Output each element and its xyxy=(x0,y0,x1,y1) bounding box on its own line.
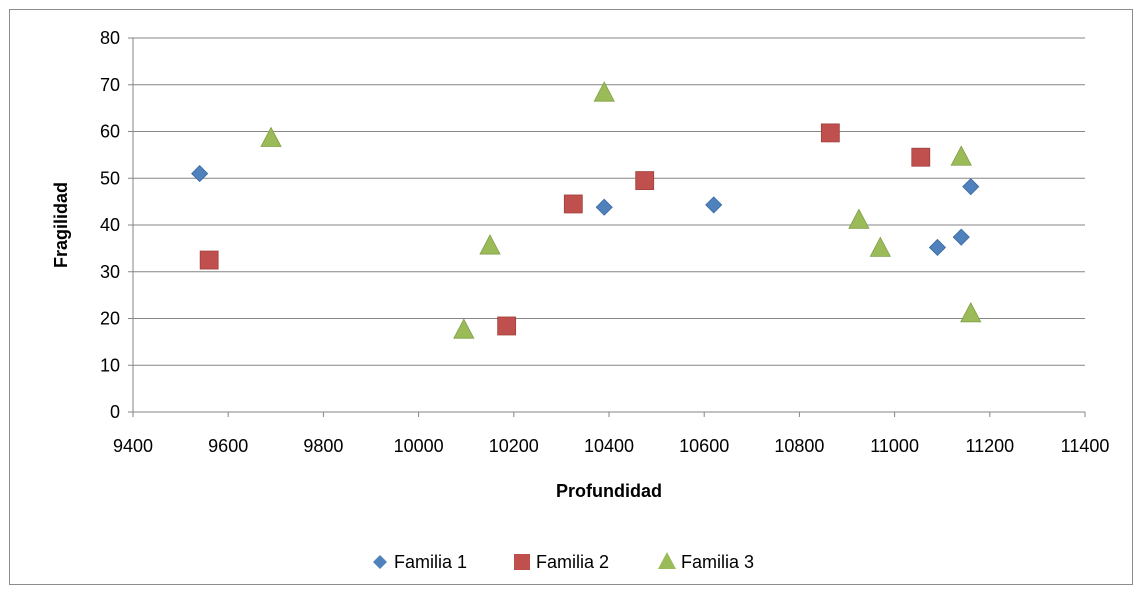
data-point xyxy=(911,147,931,167)
scatter-chart: 0 10 20 30 40 50 60 70 80 9400 9600 9800 10000 10200… xyxy=(51,28,1109,572)
y-tick-label: 70 xyxy=(100,75,120,95)
y-tick-label: 30 xyxy=(100,262,120,282)
legend-marker xyxy=(514,554,530,570)
data-point xyxy=(563,194,583,214)
y-tick-label: 80 xyxy=(100,28,120,48)
data-point xyxy=(635,171,655,190)
legend-item: Familia 1 xyxy=(373,552,467,572)
x-tick-labels: 9400 9600 9800 10000 10200 10400 10600 10800 110… xyxy=(113,436,1109,456)
data-point xyxy=(199,250,219,270)
data-point xyxy=(479,234,501,255)
legend: Familia 1 Familia 2 Familia 3 xyxy=(373,552,754,572)
data-point xyxy=(952,228,970,246)
legend-marker xyxy=(658,552,676,569)
x-tick-label: 9600 xyxy=(208,436,248,456)
series-1 xyxy=(191,165,980,257)
y-tick-label: 0 xyxy=(110,402,120,422)
data-point xyxy=(705,196,723,214)
x-tick-label: 10800 xyxy=(774,436,824,456)
series-2 xyxy=(199,123,931,336)
data-point xyxy=(962,178,980,196)
x-tick-label: 11000 xyxy=(870,436,919,456)
chart-frame: 0 10 20 30 40 50 60 70 80 9400 9600 9800 10000 10200… xyxy=(9,9,1133,585)
x-tick-label: 11400 xyxy=(1061,436,1110,456)
data-point xyxy=(260,126,282,147)
x-tick-label: 9800 xyxy=(303,436,343,456)
y-tick-labels: 0 10 20 30 40 50 60 70 80 xyxy=(100,28,120,422)
data-point xyxy=(960,301,982,323)
gridlines xyxy=(133,37,1085,366)
data-points xyxy=(191,81,982,339)
data-point xyxy=(191,165,209,183)
series-3 xyxy=(260,81,982,339)
legend-marker xyxy=(373,555,387,569)
data-point xyxy=(593,81,615,102)
y-tick-label: 50 xyxy=(100,168,120,188)
data-point xyxy=(869,236,891,257)
x-tick-label: 9400 xyxy=(113,436,153,456)
x-axis-title: Profundidad xyxy=(556,481,662,501)
data-point xyxy=(453,318,475,339)
y-tick-label: 60 xyxy=(100,122,120,142)
legend-label: Familia 3 xyxy=(681,552,754,572)
y-tick-label: 10 xyxy=(100,355,120,375)
y-axis-title: Fragilidad xyxy=(51,182,71,268)
data-point xyxy=(595,198,613,216)
x-tick-label: 10400 xyxy=(584,436,634,456)
data-point xyxy=(820,123,840,143)
x-tick-label: 10000 xyxy=(394,436,444,456)
legend-label: Familia 1 xyxy=(394,552,467,572)
y-tick-label: 40 xyxy=(100,215,120,235)
legend-label: Familia 2 xyxy=(536,552,609,572)
legend-item: Familia 3 xyxy=(658,552,754,572)
x-tick-label: 10200 xyxy=(489,436,539,456)
data-point xyxy=(928,238,947,257)
data-point xyxy=(848,208,870,229)
x-tick-label: 10600 xyxy=(679,436,729,456)
y-tick-label: 20 xyxy=(100,309,120,329)
data-point xyxy=(950,145,972,166)
data-point xyxy=(497,316,517,336)
legend-item: Familia 2 xyxy=(514,552,609,572)
x-tick-label: 11200 xyxy=(965,436,1014,456)
axes xyxy=(128,37,1086,417)
